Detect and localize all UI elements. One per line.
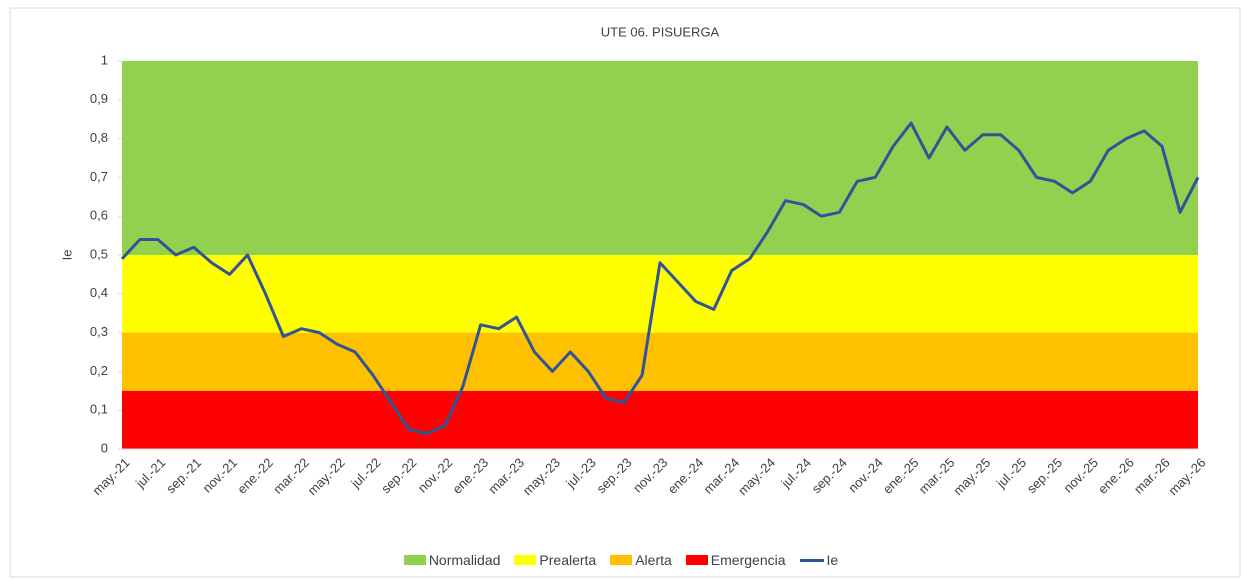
chart-border <box>9 7 1241 578</box>
x-tick-label: nov.-24 <box>845 455 886 496</box>
x-tick-label: may.-21 <box>89 455 132 498</box>
band-area <box>122 390 1198 449</box>
band-area <box>122 61 1198 255</box>
x-tick-label: ene.-24 <box>665 455 707 497</box>
x-tick-label: mar.-22 <box>270 455 312 497</box>
x-tick-label: mar.-24 <box>701 455 743 497</box>
x-tick-label: may.-26 <box>1165 455 1208 498</box>
y-tick-label: 0,8 <box>90 130 108 145</box>
y-tick-label: 0,5 <box>90 246 108 261</box>
y-tick-label: 0,4 <box>90 285 108 300</box>
x-tick-label: may.-25 <box>950 455 993 498</box>
y-tick-label: 0,7 <box>90 169 108 184</box>
x-tick-label: mar.-25 <box>916 455 958 497</box>
x-tick-label: sep.-23 <box>593 455 634 496</box>
x-tick-label: may.-22 <box>305 455 348 498</box>
legend-item: Normalidad <box>403 552 501 568</box>
y-axis-label: Ie <box>59 250 74 261</box>
legend-label: Alerta <box>635 552 672 568</box>
legend-swatch <box>685 555 708 565</box>
legend-item: Prealerta <box>514 552 596 568</box>
legend-label: Ie <box>826 552 839 568</box>
legend-swatch <box>403 555 426 565</box>
legend: Normalidad Prealerta Alerta Emergencia Ie <box>0 552 1242 568</box>
x-tick-label: ene.-26 <box>1095 455 1137 497</box>
x-tick-label: mar.-26 <box>1131 455 1173 497</box>
data-line <box>120 121 1200 435</box>
legend-swatch <box>514 555 537 565</box>
x-tick-label: mar.-23 <box>485 455 527 497</box>
x-tick-label: ene.-22 <box>234 455 276 497</box>
legend-item: Alerta <box>610 552 672 568</box>
y-tick-label: 0,6 <box>90 208 108 223</box>
y-tick-label: 0,1 <box>90 402 108 417</box>
x-tick-label: ene.-25 <box>880 455 922 497</box>
y-tick-label: 1 <box>101 52 108 67</box>
legend-label: Emergencia <box>710 552 786 568</box>
x-tick-label: may.-24 <box>735 455 778 498</box>
legend-item: Emergencia <box>685 552 786 568</box>
x-tick-label: ene.-23 <box>449 455 491 497</box>
y-tick-label: 0 <box>101 440 108 455</box>
x-tick-label: sep.-22 <box>378 455 419 496</box>
legend-label: Normalidad <box>428 552 501 568</box>
legend-item: Ie <box>799 552 839 568</box>
x-tick-label: nov.-23 <box>630 455 671 496</box>
x-tick-label: nov.-21 <box>200 455 241 496</box>
x-tick-label: nov.-22 <box>415 455 456 496</box>
x-tick-label: nov.-25 <box>1060 455 1101 496</box>
y-tick-label: 0,9 <box>90 91 108 106</box>
y-tick-label: 0,3 <box>90 324 108 339</box>
legend-label: Prealerta <box>539 552 597 568</box>
x-tick-label: may.-23 <box>520 455 563 498</box>
x-tick-label: sep.-24 <box>809 455 850 496</box>
band-area <box>122 332 1198 391</box>
legend-swatch <box>799 558 824 562</box>
x-tick-label: sep.-25 <box>1024 455 1065 496</box>
legend-swatch <box>610 555 633 565</box>
y-tick-label: 0,2 <box>90 363 108 378</box>
chart-title: UTE 06. PISUERGA <box>601 24 720 39</box>
x-tick-label: sep.-21 <box>163 455 204 496</box>
